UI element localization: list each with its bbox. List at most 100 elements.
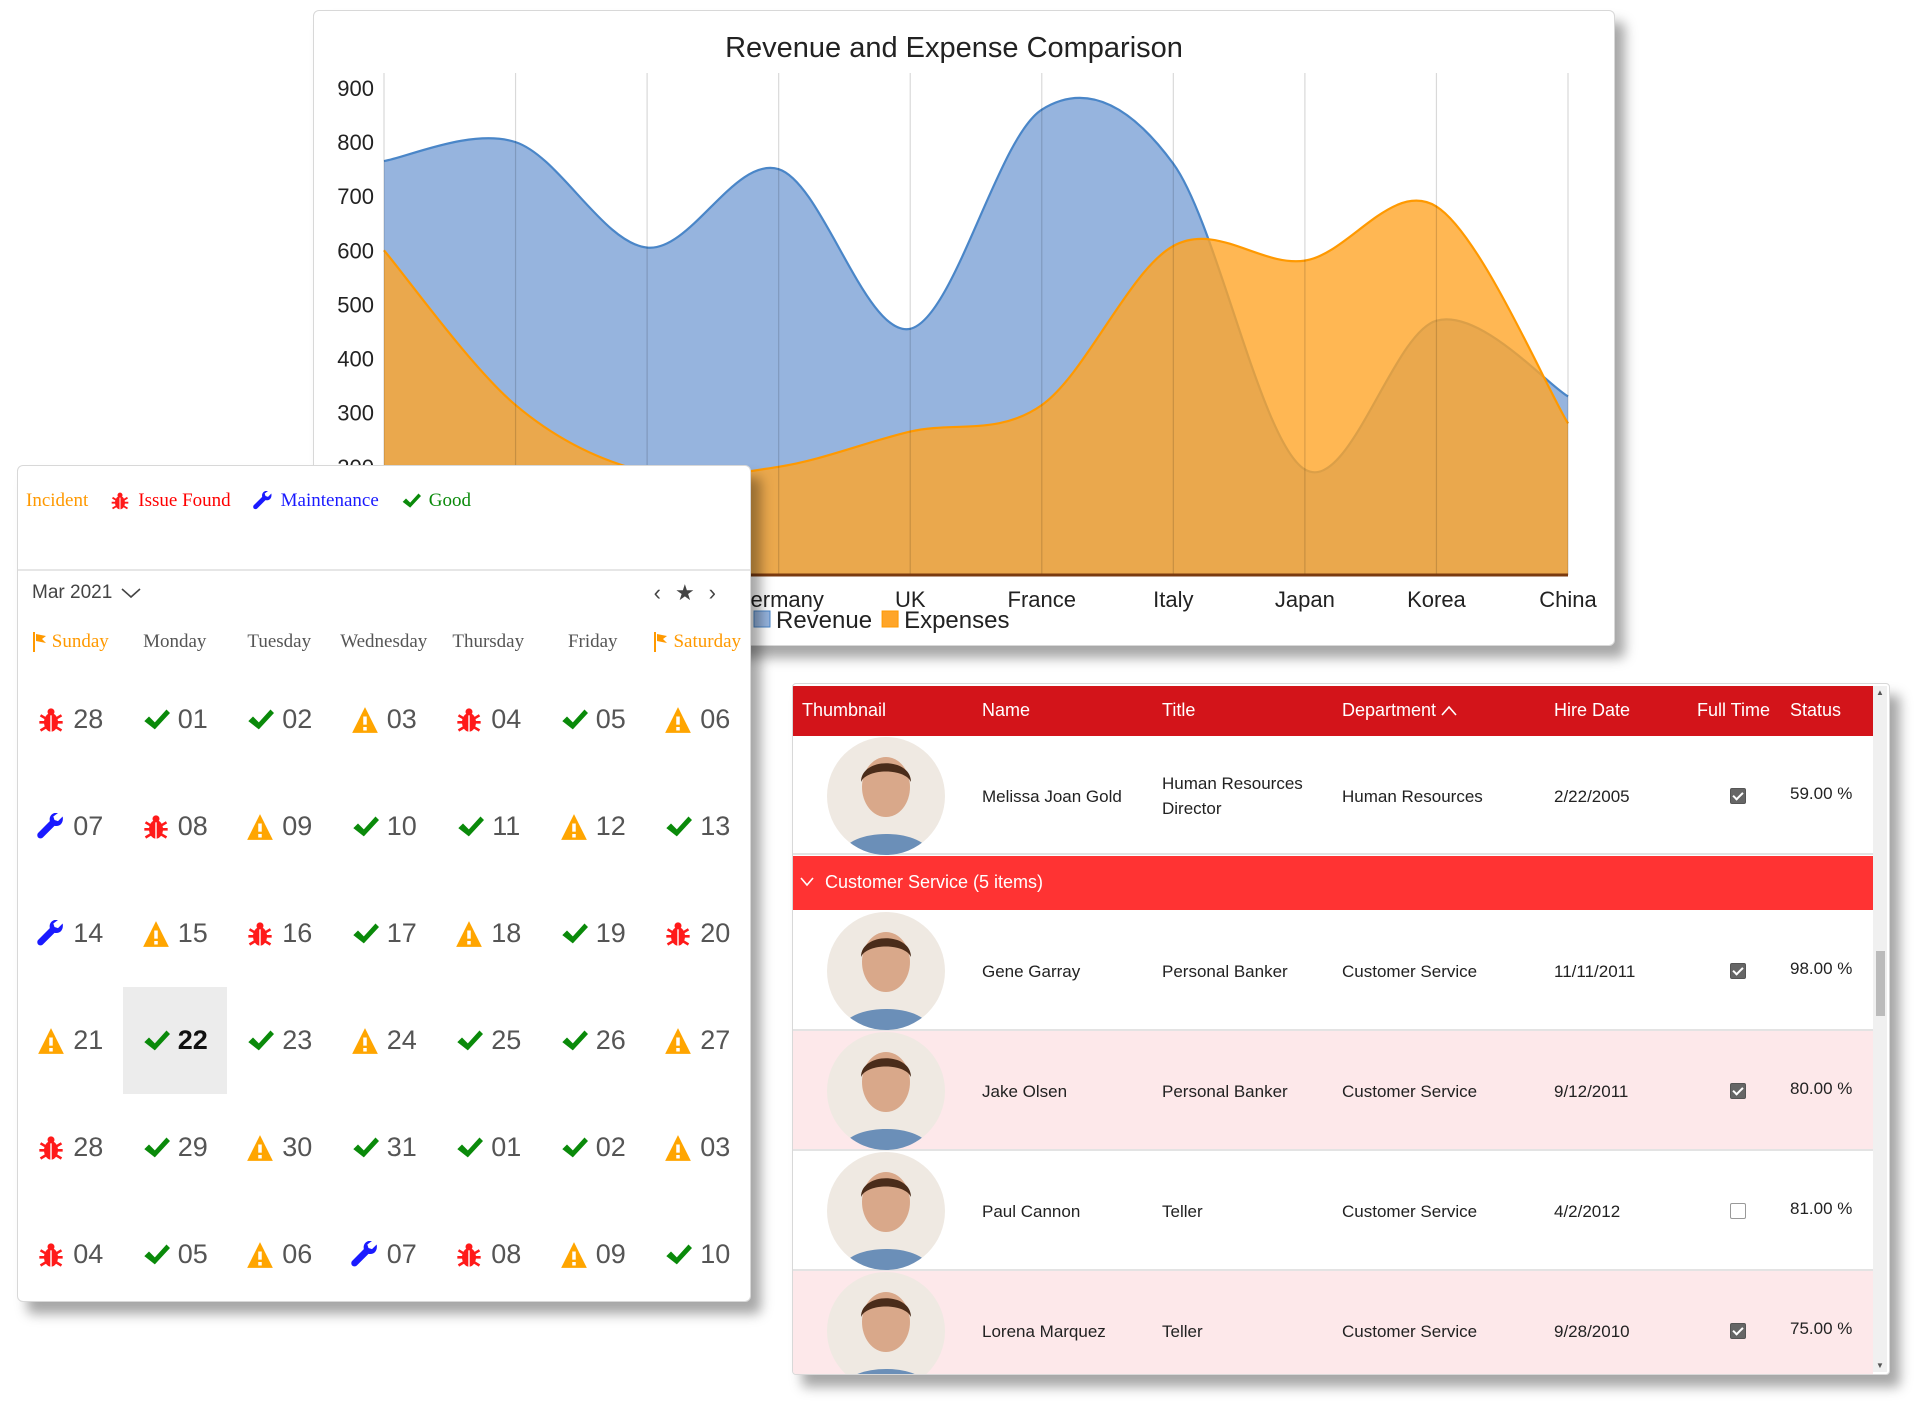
calendar-day[interactable]: 11 — [436, 773, 541, 880]
cell-name: Lorena Marquez — [982, 1322, 1106, 1341]
calendar-day[interactable]: 03 — [332, 666, 437, 773]
today-star-button[interactable]: ★ — [674, 580, 695, 605]
month-selector[interactable]: Mar 2021 — [32, 582, 142, 604]
table-row[interactable]: Gene Garray Personal Banker Customer Servi… — [793, 911, 1873, 1031]
legend-item-maintenance: Maintenance — [253, 490, 379, 512]
calendar-day[interactable]: 05 — [123, 1201, 228, 1301]
x-tick-label: Japan — [1275, 587, 1335, 612]
column-header-department[interactable]: Department — [1342, 700, 1458, 721]
column-header-title[interactable]: Title — [1162, 700, 1195, 721]
full-time-checkbox[interactable] — [1730, 1323, 1746, 1339]
calendar-day[interactable]: 09 — [541, 1201, 646, 1301]
calendar-day[interactable]: 05 — [541, 666, 646, 773]
weekday-monday: Monday — [123, 631, 228, 653]
calendar-day[interactable]: 04 — [436, 666, 541, 773]
warning-icon — [351, 1027, 379, 1055]
calendar-day[interactable]: 23 — [227, 987, 332, 1094]
bug-icon — [37, 1134, 65, 1162]
employee-thumbnail — [827, 1272, 945, 1374]
legend-label: Good — [428, 490, 471, 511]
day-number: 31 — [386, 1132, 417, 1162]
cell-status: 98.00 % — [1790, 959, 1853, 978]
column-label: Thumbnail — [802, 700, 887, 720]
column-label: Department — [1342, 700, 1437, 720]
table-row[interactable]: Paul Cannon Teller Customer Service 4/2/201… — [793, 1151, 1873, 1271]
calendar-day[interactable]: 06 — [645, 666, 750, 773]
day-number: 20 — [700, 918, 731, 948]
column-header-full-time[interactable]: Full Time — [1697, 700, 1770, 721]
cell-status: 80.00 % — [1790, 1079, 1853, 1098]
cell-department: Customer Service — [1342, 1322, 1478, 1341]
calendar-day[interactable]: 31 — [332, 1094, 437, 1201]
calendar-day[interactable]: 19 — [541, 880, 646, 987]
calendar-day[interactable]: 08 — [436, 1201, 541, 1301]
calendar-day[interactable]: 20 — [645, 880, 750, 987]
calendar-day[interactable]: 29 — [123, 1094, 228, 1201]
prev-month-button[interactable]: ‹ — [653, 580, 661, 605]
calendar-day[interactable]: 14 — [18, 880, 123, 987]
calendar-day[interactable]: 26 — [541, 987, 646, 1094]
calendar-day[interactable]: 22 — [122, 987, 227, 1094]
calendar-day[interactable]: 21 — [18, 987, 123, 1094]
calendar-day[interactable]: 10 — [332, 773, 437, 880]
calendar-day[interactable]: 07 — [18, 773, 123, 880]
calendar-day[interactable]: 16 — [227, 880, 332, 987]
full-time-checkbox[interactable] — [1730, 1203, 1746, 1219]
calendar-day[interactable]: 08 — [123, 773, 228, 880]
scroll-up-icon[interactable]: ▲ — [1876, 688, 1884, 697]
calendar-day[interactable]: 30 — [227, 1094, 332, 1201]
y-tick-label: 300 — [337, 401, 374, 426]
calendar-day[interactable]: 09 — [227, 773, 332, 880]
calendar-day[interactable]: 06 — [227, 1201, 332, 1301]
column-header-status[interactable]: Status — [1790, 700, 1841, 721]
warning-icon — [37, 1027, 65, 1055]
day-number: 28 — [73, 1132, 104, 1162]
check-icon — [351, 1134, 379, 1162]
calendar-day[interactable]: 03 — [645, 1094, 750, 1201]
calendar-week: 28 01 02 03 04 05 06 — [18, 666, 750, 773]
column-header-thumbnail[interactable]: Thumbnail — [802, 700, 886, 721]
calendar-day[interactable]: 13 — [645, 773, 750, 880]
calendar-day[interactable]: 02 — [227, 666, 332, 773]
calendar-day[interactable]: 01 — [123, 666, 228, 773]
calendar-day[interactable]: 01 — [436, 1094, 541, 1201]
next-month-button[interactable]: › — [708, 580, 716, 605]
day-number: 07 — [386, 1239, 417, 1269]
cell-hire-date: 9/12/2011 — [1554, 1082, 1629, 1101]
calendar-day[interactable]: 27 — [645, 987, 750, 1094]
chevron-down-icon[interactable] — [799, 876, 815, 888]
column-header-hire-date[interactable]: Hire Date — [1554, 700, 1630, 721]
day-number: 16 — [282, 918, 313, 948]
calendar-day[interactable]: 12 — [541, 773, 646, 880]
calendar-day[interactable]: 15 — [123, 880, 228, 987]
calendar-day[interactable]: 28 — [18, 1094, 123, 1201]
cell-title: Teller — [1162, 1322, 1203, 1341]
wrench-icon — [351, 1241, 379, 1269]
vertical-scrollbar[interactable]: ▲ ▼ — [1873, 686, 1887, 1372]
weekday-label: Sunday — [51, 631, 109, 652]
calendar-day[interactable]: 18 — [436, 880, 541, 987]
table-row[interactable]: Lorena Marquez Teller Customer Service 9/28… — [793, 1271, 1873, 1374]
check-icon — [456, 813, 484, 841]
column-header-name[interactable]: Name — [982, 700, 1030, 721]
calendar-day[interactable]: 04 — [18, 1201, 123, 1301]
calendar-day[interactable]: 02 — [541, 1094, 646, 1201]
check-icon — [664, 813, 692, 841]
group-row-customer-service[interactable]: Customer Service (5 items) — [793, 856, 1873, 910]
calendar-day[interactable]: 07 — [332, 1201, 437, 1301]
full-time-checkbox[interactable] — [1730, 1083, 1746, 1099]
table-row[interactable]: Jake Olsen Personal Banker Customer Servic… — [793, 1031, 1873, 1151]
employee-grid: Thumbnail Name Title Department Hire Date Ful… — [792, 683, 1890, 1375]
scrollbar-thumb[interactable] — [1876, 951, 1885, 1016]
calendar-day[interactable]: 25 — [436, 987, 541, 1094]
calendar-day[interactable]: 28 — [18, 666, 123, 773]
calendar-day[interactable]: 17 — [332, 880, 437, 987]
weekday-thursday: Thursday — [436, 631, 541, 653]
full-time-checkbox[interactable] — [1730, 963, 1746, 979]
table-row[interactable]: Melissa Joan Gold Human Resources Directo… — [793, 736, 1873, 855]
x-tick-label: France — [1008, 587, 1076, 612]
scroll-down-icon[interactable]: ▼ — [1876, 1361, 1884, 1370]
calendar-day[interactable]: 24 — [332, 987, 437, 1094]
full-time-checkbox[interactable] — [1730, 787, 1746, 804]
calendar-day[interactable]: 10 — [645, 1201, 750, 1301]
